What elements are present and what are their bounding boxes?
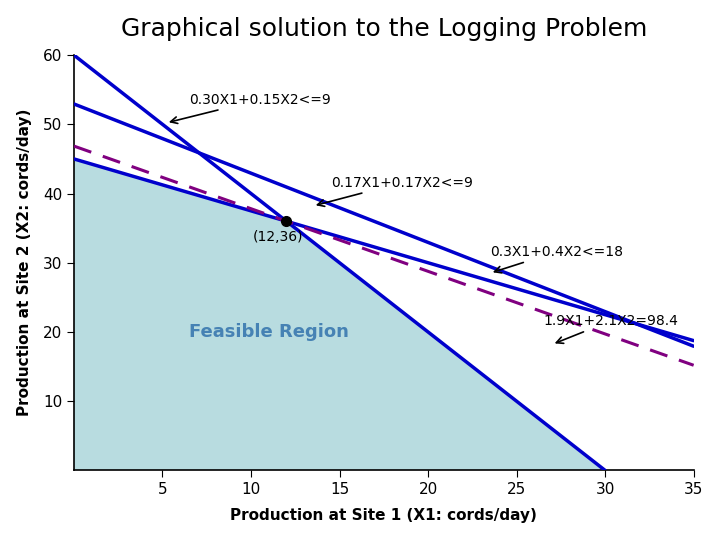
Polygon shape — [74, 159, 605, 470]
Title: Graphical solution to the Logging Problem: Graphical solution to the Logging Proble… — [121, 17, 647, 40]
Text: 1.9X1+2.1X2=98.4: 1.9X1+2.1X2=98.4 — [543, 314, 678, 343]
Text: 0.30X1+0.15X2<=9: 0.30X1+0.15X2<=9 — [171, 92, 330, 124]
Text: Feasible Region: Feasible Region — [189, 323, 348, 341]
X-axis label: Production at Site 1 (X1: cords/day): Production at Site 1 (X1: cords/day) — [230, 508, 537, 523]
Text: (12,36): (12,36) — [252, 230, 303, 244]
Y-axis label: Production at Site 2 (X2: cords/day): Production at Site 2 (X2: cords/day) — [17, 109, 32, 416]
Text: 0.17X1+0.17X2<=9: 0.17X1+0.17X2<=9 — [318, 176, 472, 206]
Text: 0.3X1+0.4X2<=18: 0.3X1+0.4X2<=18 — [490, 245, 623, 273]
